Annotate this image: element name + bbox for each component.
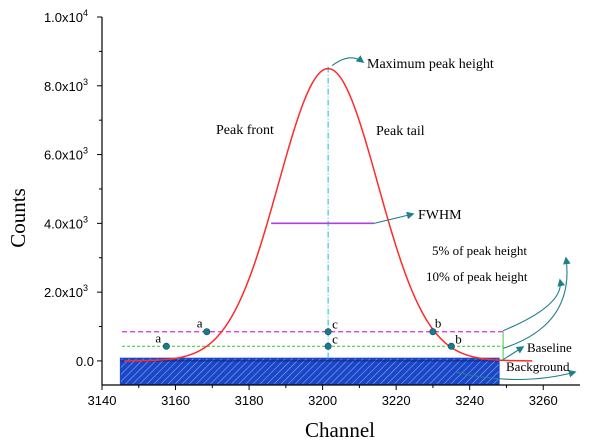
baseline-arrow bbox=[500, 346, 525, 362]
reference-lines-layer bbox=[120, 66, 504, 362]
peak-front-label: Peak front bbox=[216, 123, 274, 138]
peak-curve bbox=[124, 67, 533, 362]
y-tick-label: 8.0x103 bbox=[44, 77, 88, 94]
baseline-label: Baseline bbox=[527, 340, 572, 355]
max-peak-label: Maximum peak height bbox=[367, 57, 494, 72]
y-tick-label: 6.0x103 bbox=[44, 146, 88, 163]
y-tick-label: 4.0x103 bbox=[44, 214, 88, 231]
points-layer: a a cc bb bbox=[155, 316, 462, 350]
axes-layer: 3140 3160 3180 3200 3220 3240 3260 0.0 2.0x103 4.… bbox=[44, 8, 580, 408]
x-axis-title: Channel bbox=[305, 418, 375, 442]
marker-point-a bbox=[203, 328, 211, 336]
x-tick-label: 3220 bbox=[382, 393, 411, 408]
y-tick-label: 2.0x103 bbox=[44, 283, 88, 300]
peak-tail-label: Peak tail bbox=[376, 124, 425, 139]
marker-label-a: a bbox=[155, 330, 161, 345]
marker-label-c: c bbox=[332, 331, 338, 346]
marker-label-b: b bbox=[435, 316, 442, 331]
y-axis-title: Counts bbox=[6, 188, 30, 248]
fwhm-label: FWHM bbox=[418, 208, 462, 223]
x-tick-label: 3160 bbox=[161, 393, 190, 408]
five-percent-label: 5% of peak height bbox=[432, 243, 527, 258]
background-block bbox=[119, 357, 500, 385]
marker-point-b bbox=[447, 342, 455, 350]
marker-point-c bbox=[324, 342, 332, 350]
background-layer bbox=[119, 357, 500, 385]
x-tick-label: 3240 bbox=[455, 393, 484, 408]
marker-point-b bbox=[429, 328, 437, 336]
max-peak-arrow bbox=[331, 55, 365, 67]
background-arrow bbox=[454, 369, 577, 381]
x-tick-label: 3180 bbox=[235, 393, 264, 408]
marker-point-c bbox=[324, 328, 332, 336]
fwhm-arrow bbox=[373, 211, 415, 224]
marker-label-b: b bbox=[455, 331, 462, 346]
curve-layer bbox=[124, 67, 533, 362]
ten-percent-label: 10% of peak height bbox=[426, 269, 528, 284]
ten-percent-arrow bbox=[502, 278, 565, 332]
x-tick-label: 3200 bbox=[308, 393, 337, 408]
x-tick-label: 3140 bbox=[88, 393, 117, 408]
y-tick-label: 0.0 bbox=[76, 354, 94, 369]
background-label: Background bbox=[506, 359, 570, 374]
marker-label-c: c bbox=[332, 317, 338, 332]
marker-label-a: a bbox=[197, 316, 203, 331]
five-percent-arrow bbox=[502, 256, 571, 349]
annotation-layer bbox=[331, 55, 577, 381]
y-tick-label: 1.0x104 bbox=[44, 8, 88, 25]
x-tick-label: 3260 bbox=[529, 393, 558, 408]
marker-point-a bbox=[162, 342, 170, 350]
